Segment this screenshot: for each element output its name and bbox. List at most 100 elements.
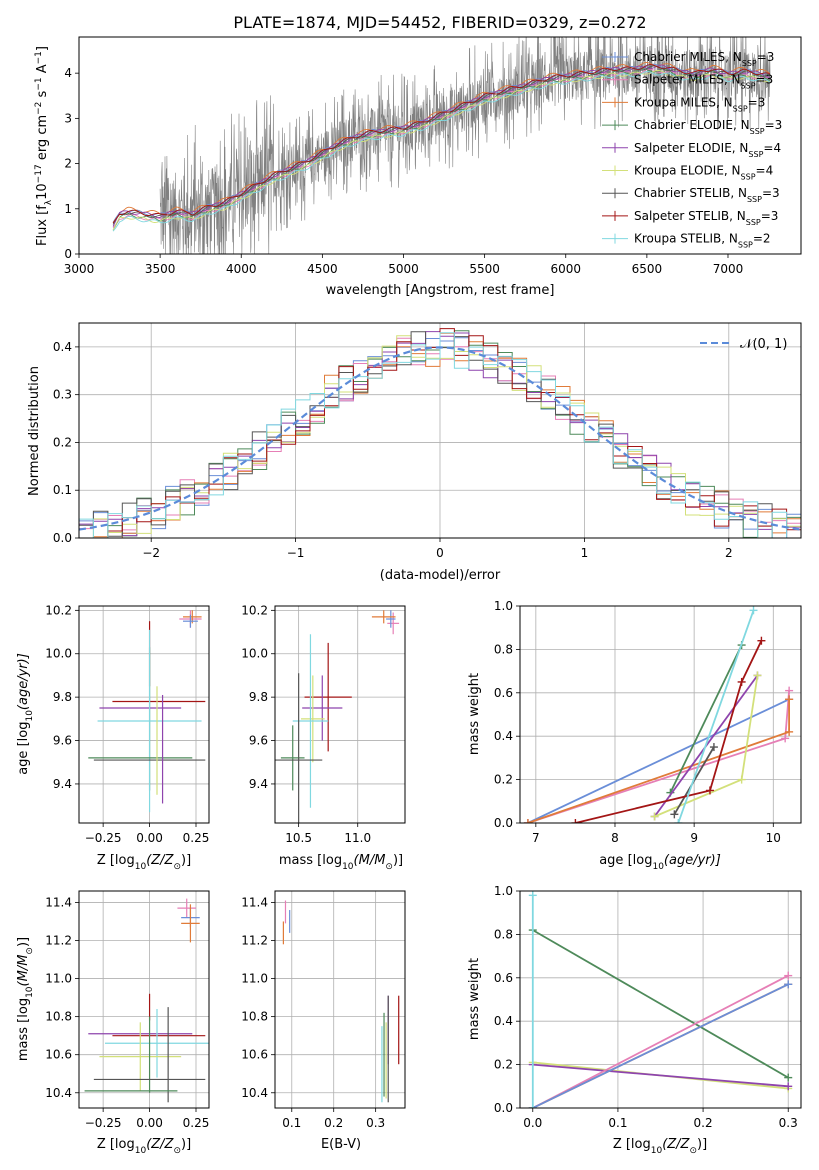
weight-vs-age-xlabel: age [log10(age/yr)] [599, 853, 721, 872]
y-tick-label: 9.8 [53, 690, 72, 704]
spectrum-legend: Chabrier MILES, NSSP=3 Salpeter MILES, NS… [602, 50, 782, 249]
y-tick-label: 10.6 [45, 1048, 72, 1062]
histogram-step-2 [79, 332, 801, 538]
y-tick-label: 10.6 [241, 1048, 268, 1062]
y-tick-label: 0.0 [53, 531, 72, 545]
y-tick-label: 0.8 [494, 642, 513, 656]
y-tick-label: 11.2 [241, 933, 268, 947]
legend-label: Chabrier STELIB, NSSP=3 [634, 186, 780, 204]
x-tick-label: 10 [766, 831, 781, 845]
y-tick-label: 11.0 [241, 972, 268, 986]
x-tick-label: 1 [581, 546, 589, 560]
x-tick-label: 0.0 [523, 1116, 542, 1130]
y-tick-label: 9.4 [249, 777, 268, 791]
y-tick-label: 11.0 [45, 972, 72, 986]
age-vs-mass-panel: 10.5 11.0 9.4 9.6 9.8 10.0 10.2 mass [log10(M/… [241, 603, 406, 872]
age-vs-Z-ticks: −0.25 0.00 0.25 9.4 9.6 9.8 10.0 10.2 [45, 603, 209, 845]
weight-vs-age-panel: 7 8 9 10 0.0 0.2 0.4 0.6 0.8 1.0 age [log10(age/y… [467, 599, 802, 872]
x-tick-label: 3000 [64, 262, 95, 276]
weight-line [532, 983, 789, 1108]
figure-title: PLATE=1874, MJD=54452, FIBERID=0329, z=0… [233, 13, 646, 32]
mass-vs-EBV-ticks: 0.1 0.2 0.3 10.4 10.6 10.8 11.0 11.2 11.4 [241, 895, 385, 1130]
x-tick-label: 0.2 [324, 1116, 343, 1130]
y-tick-label: 1.0 [494, 599, 513, 613]
x-tick-label: 0.3 [779, 1116, 798, 1130]
mass-vs-EBV-data [282, 900, 400, 1103]
x-tick-label: 0.00 [136, 831, 163, 845]
x-tick-label: 3500 [145, 262, 176, 276]
y-tick-label: 0.4 [494, 1014, 513, 1028]
spectrum-ticks: 3000 3500 4000 4500 5000 5500 6000 6500 7000 0 1 2 3… [64, 66, 744, 276]
y-tick-label: 0.6 [494, 971, 513, 985]
y-tick-label: 0.2 [494, 1058, 513, 1072]
x-tick-label: 0.1 [608, 1116, 627, 1130]
x-tick-label: 4500 [307, 262, 338, 276]
x-tick-label: 8 [611, 831, 619, 845]
legend-label: Chabrier ELODIE, NSSP=3 [634, 118, 782, 136]
y-tick-label: 11.4 [45, 895, 72, 909]
residual-histogram-panel: −2 −1 0 1 2 0.0 0.1 0.2 0.3 0.4 𝒩(0, 1) (data-mod… [27, 322, 802, 583]
y-tick-label: 0.6 [494, 686, 513, 700]
y-tick-label: 9.4 [53, 777, 72, 791]
age-vs-Z-gridlines [79, 606, 209, 823]
legend-label: Salpeter STELIB, NSSP=3 [634, 209, 778, 227]
y-tick-label: 10.4 [241, 1086, 268, 1100]
mass-vs-Z-data [84, 898, 209, 1103]
model-fit-line-7 [112, 64, 770, 224]
x-tick-label: 4000 [226, 262, 257, 276]
x-tick-label: −1 [287, 546, 305, 560]
age-vs-mass-gridlines [275, 606, 405, 823]
mass-vs-EBV-axes-frame [274, 890, 406, 1109]
normal-legend-label: 𝒩(0, 1) [740, 337, 787, 352]
x-tick-label: 6000 [550, 262, 581, 276]
age-vs-mass-ticks: 10.5 11.0 9.4 9.6 9.8 10.0 10.2 [241, 603, 371, 845]
y-tick-label: 11.4 [241, 895, 268, 909]
y-tick-label: 0.0 [494, 1101, 513, 1115]
x-tick-label: 6500 [632, 262, 663, 276]
weight-line [669, 644, 743, 793]
y-tick-label: 4 [64, 66, 72, 80]
spectrum-ylabel: Flux [fλ10−17 erg cm−2 s−1 A−1] [34, 46, 54, 246]
x-tick-label: 0.3 [366, 1116, 385, 1130]
age-vs-mass-data [275, 610, 400, 823]
y-tick-label: 0.4 [494, 729, 513, 743]
weight-vs-Z-ticks: 0.0 0.1 0.2 0.3 0.0 0.2 0.4 0.6 0.8 1.0 [494, 884, 798, 1130]
y-tick-label: 0.2 [494, 773, 513, 787]
x-tick-label: 7000 [713, 262, 744, 276]
x-tick-label: −0.25 [85, 831, 122, 845]
y-tick-label: 1 [64, 202, 72, 216]
age-vs-Z-ylabel: age [log10(age/yr)] [16, 653, 35, 775]
weight-vs-Z-ylabel: mass weight [467, 958, 482, 1040]
weight-vs-Z-axes-frame [519, 890, 802, 1109]
y-tick-label: 10.8 [241, 1010, 268, 1024]
y-tick-label: 9.6 [249, 734, 268, 748]
age-vs-Z-panel: −0.25 0.00 0.25 9.4 9.6 9.8 10.0 10.2 Z [log10(… [16, 603, 210, 872]
x-tick-label: 0 [436, 546, 444, 560]
weight-line [527, 698, 790, 823]
legend-label: Kroupa ELODIE, NSSP=4 [634, 164, 773, 182]
y-tick-label: 0.3 [53, 388, 72, 402]
weight-line [532, 929, 789, 1079]
mass-vs-EBV-gridlines [275, 891, 405, 1108]
y-tick-label: 10.4 [45, 1086, 72, 1100]
weight-line [532, 1063, 789, 1088]
x-tick-label: 9 [690, 831, 698, 845]
histogram-legend: 𝒩(0, 1) [700, 337, 787, 352]
weight-vs-age-ticks: 7 8 9 10 0.0 0.2 0.4 0.6 0.8 1.0 [494, 599, 781, 845]
histogram-step-7 [79, 328, 801, 538]
y-tick-label: 10.2 [241, 603, 268, 617]
mass-vs-EBV-panel: 0.1 0.2 0.3 10.4 10.6 10.8 11.0 11.2 11.4 E(B-V) [241, 890, 406, 1152]
x-tick-label: −0.25 [85, 1116, 122, 1130]
x-tick-label: 5500 [469, 262, 500, 276]
age-vs-Z-axes-frame [78, 605, 210, 824]
model-fit-line-8 [112, 70, 771, 232]
spectrum-axes-frame [78, 36, 802, 255]
y-tick-label: 10.2 [45, 603, 72, 617]
mass-vs-Z-ticks: −0.25 0.00 0.25 10.4 10.6 10.8 11.0 11.2 11.4 [45, 895, 209, 1130]
x-tick-label: 11.0 [344, 831, 371, 845]
x-tick-label: 0.00 [136, 1116, 163, 1130]
x-tick-label: −2 [142, 546, 160, 560]
age-vs-Z-xlabel: Z [log10(Z/Z⊙)] [97, 853, 191, 872]
histogram-xlabel: (data-model)/error [380, 568, 501, 583]
